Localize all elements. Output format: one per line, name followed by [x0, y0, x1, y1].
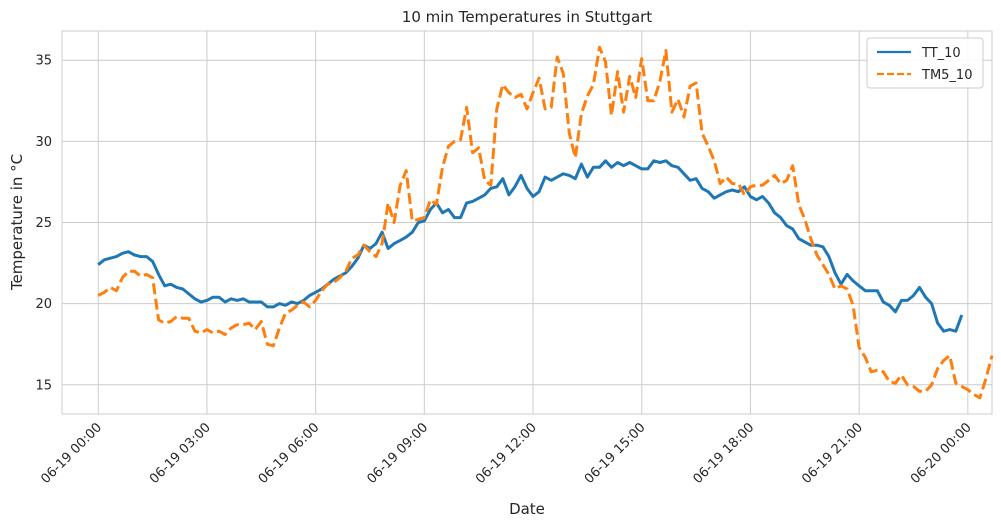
x-tick-label: 06-20 00:00: [908, 420, 975, 487]
x-axis-label: Date: [509, 500, 545, 518]
y-axis-label: Temperature in °C: [8, 154, 26, 291]
series-line-tt10: [97, 159, 964, 333]
y-tick-label: 20: [35, 297, 52, 312]
x-tick-label: 06-19 06:00: [256, 420, 323, 487]
x-tick-label: 06-19 15:00: [582, 420, 649, 487]
x-tick-label: 06-19 03:00: [147, 420, 214, 487]
series-line-tm510: [97, 45, 994, 400]
y-tick-label: 35: [35, 54, 52, 69]
x-tick-label: 06-19 21:00: [799, 420, 866, 487]
gridlines: [62, 31, 992, 414]
x-axis-ticks: 06-19 00:00 06-19 03:00 06-19 06:00 06-19 0…: [38, 420, 974, 487]
y-tick-label: 25: [35, 216, 52, 231]
y-tick-label: 30: [35, 135, 52, 150]
x-tick-label: 06-19 12:00: [473, 420, 540, 487]
x-tick-label: 06-19 00:00: [38, 420, 105, 487]
legend-box: [866, 37, 984, 89]
series-layer: [97, 45, 994, 400]
legend-label-tt10: TT_10: [921, 46, 961, 61]
x-tick-label: 06-19 18:00: [691, 420, 758, 487]
y-tick-label: 15: [35, 378, 52, 393]
legend: TT_10 TM5_10: [866, 37, 984, 89]
x-tick-label: 06-19 09:00: [364, 420, 431, 487]
y-axis-ticks: 15 20 25 30 35: [35, 54, 52, 394]
plot-frame: [61, 30, 993, 415]
legend-label-tm510: TM5_10: [921, 68, 972, 83]
chart-title: 10 min Temperatures in Stuttgart: [402, 8, 653, 26]
